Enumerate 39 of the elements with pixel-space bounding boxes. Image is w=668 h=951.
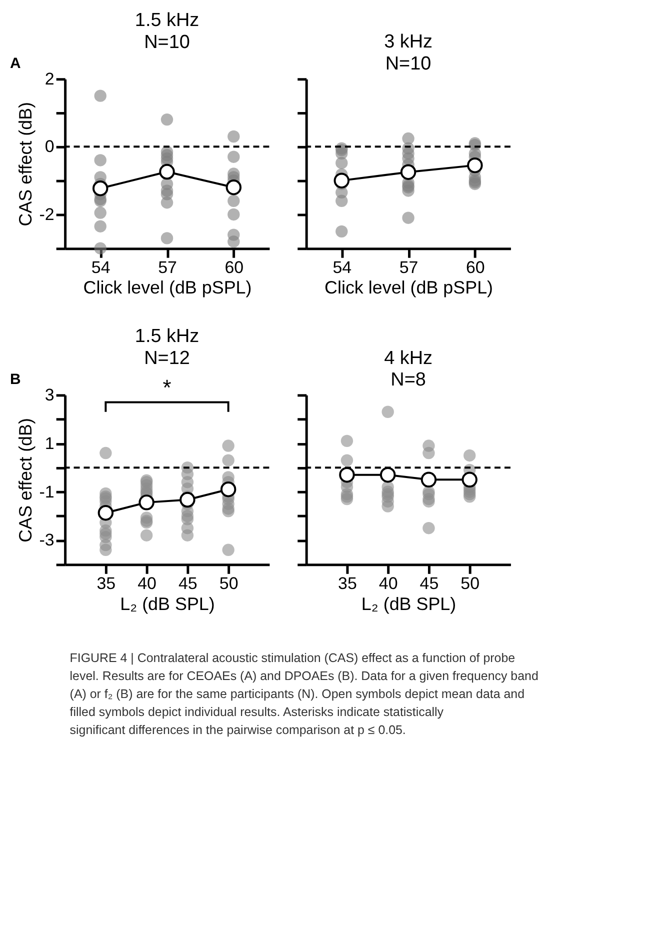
y-axis-title: CAS effect (dB) (15, 418, 36, 542)
x-tick-label: 57 (158, 258, 177, 277)
chart-title: 1.5 kHz (134, 10, 200, 32)
x-axis-title: Click level (dB pSPL) (83, 278, 252, 298)
y-tick-label: 1 (44, 434, 54, 453)
x-tick-label: 60 (466, 258, 485, 277)
y-tick-label: 3 (44, 385, 54, 404)
chart-subtitle: N=8 (390, 370, 426, 391)
x-tick-label: 54 (91, 258, 110, 277)
x-tick-label: 60 (224, 258, 244, 277)
x-tick-label: 45 (178, 574, 198, 593)
annotation: * (162, 375, 172, 400)
caption: FIGURE 4 | Contralateral acoustic stimulation (CAS) effect as a function of probe level. Results are for CEOAEs (A) and DPOAEs (B). Data for a given frequency band (A) or f₂ (B) are for the same participants (N). Open symbols depict mean data and filled symbols depict individual results. Asterisks indicate statistically significant differences in the pairwise comparison at p ≤ 0.05. (70, 651, 538, 737)
chart-subtitle: N=10 (144, 32, 190, 53)
text: B (10, 370, 21, 388)
x-axis-title: Click level (dB pSPL) (324, 278, 494, 298)
x-axis-title: L₂ (dB SPL) (120, 594, 215, 614)
x-tick-label: 50 (219, 574, 238, 593)
chart-title: 4 kHz (384, 348, 432, 369)
chart-title: 3 kHz (384, 32, 432, 53)
x-axis-title: L₂ (dB SPL) (361, 594, 456, 614)
y-axis-title: CAS effect (dB) (15, 102, 36, 226)
x-tick-label: 50 (460, 574, 480, 593)
y-tick-label: -2 (39, 204, 54, 224)
chart-subtitle: N=10 (385, 54, 432, 75)
x-tick-label: 45 (420, 574, 439, 593)
y-tick-label: -1 (39, 482, 54, 502)
x-tick-label: 40 (138, 574, 156, 593)
x-tick-label: 35 (96, 574, 116, 593)
x-tick-label: 35 (338, 574, 357, 593)
chart-title: 1.5 kHz (134, 326, 200, 348)
x-tick-label: 40 (378, 574, 398, 593)
y-tick-label: 0 (44, 137, 54, 156)
text: A (10, 54, 21, 72)
x-tick-label: 57 (399, 258, 418, 277)
y-tick-label: 2 (44, 69, 54, 88)
chart-subtitle: N=12 (144, 348, 190, 370)
x-tick-label: 54 (332, 258, 352, 277)
y-tick-label: -3 (39, 530, 54, 550)
